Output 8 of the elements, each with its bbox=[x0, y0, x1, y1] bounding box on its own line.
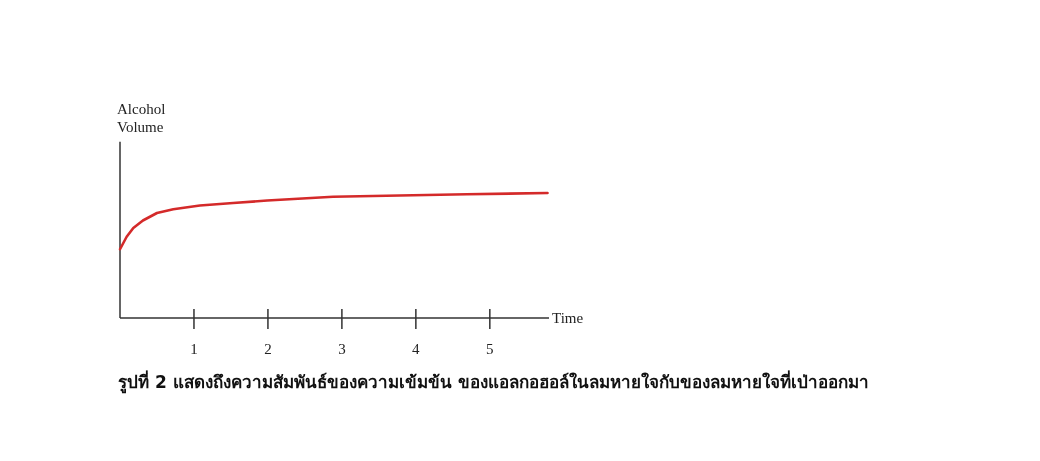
text: รูปที่ 2 แสดงถึงความสัมพันธ์ของความเข้มข้น ของแอลกอฮอล์ในลมหายใจกับของลมหายใจที่เป่าออกมา bbox=[118, 370, 869, 394]
y-axis-title: Alcohol Volume bbox=[117, 100, 166, 135]
x-tick-label: 3 bbox=[338, 341, 346, 357]
x-tick-label: 5 bbox=[486, 341, 494, 357]
x-tick-label: 2 bbox=[264, 341, 272, 357]
x-tick-label: 4 bbox=[412, 341, 421, 357]
x-tick-label: 1 bbox=[190, 341, 198, 357]
x-axis-title: Time bbox=[552, 310, 584, 326]
